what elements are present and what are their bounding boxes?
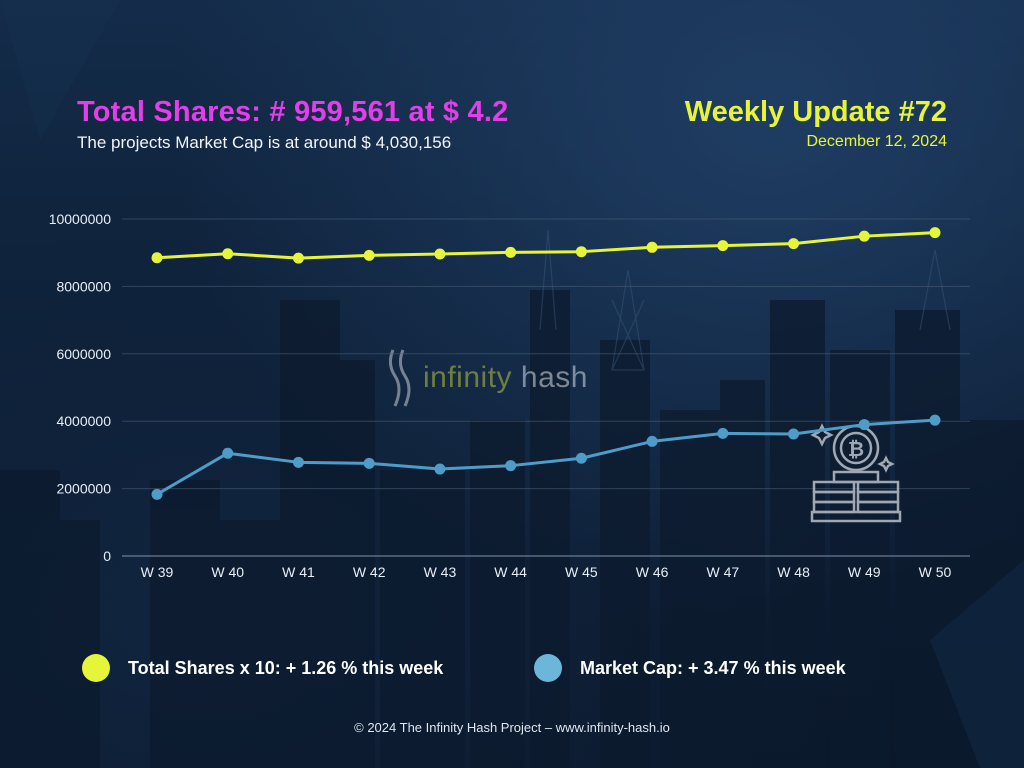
footer-copyright: © 2024 The Infinity Hash Project – www.i…	[354, 720, 670, 735]
legend-item-market-cap: Market Cap: + 3.47 % this week	[534, 654, 846, 682]
watermark-word-hash: hash	[512, 361, 588, 394]
data-point-market-cap	[222, 447, 234, 459]
data-point-market-cap	[858, 419, 870, 431]
legend-label-market-cap: Market Cap: + 3.47 % this week	[580, 657, 846, 678]
x-tick-label: W 42	[353, 564, 386, 580]
watermark-word-infinity: infinity	[423, 361, 513, 394]
data-point-shares	[151, 252, 163, 264]
data-point-market-cap	[646, 435, 658, 447]
y-tick-label: 6000000	[56, 346, 111, 362]
data-point-market-cap	[151, 488, 163, 500]
y-tick-label: 10000000	[49, 211, 112, 227]
data-point-market-cap	[788, 428, 800, 440]
legend-item-shares: Total Shares x 10: + 1.26 % this week	[82, 654, 443, 682]
data-point-shares	[858, 230, 870, 242]
x-tick-label: W 39	[141, 564, 174, 580]
data-point-shares	[788, 238, 800, 250]
x-tick-label: W 41	[282, 564, 315, 580]
data-point-market-cap	[929, 414, 941, 426]
data-point-market-cap	[505, 460, 517, 472]
data-point-shares	[292, 252, 304, 264]
data-point-market-cap	[717, 427, 729, 439]
data-point-shares	[646, 241, 658, 253]
x-tick-label: W 46	[636, 564, 669, 580]
data-point-shares	[363, 249, 375, 261]
page-title: Total Shares: # 959,561 at $ 4.2	[77, 96, 509, 128]
page-subtitle: The projects Market Cap is at around $ 4…	[77, 133, 452, 152]
x-tick-label: W 48	[777, 564, 810, 580]
bitcoin-coin-stack-icon: ₿	[810, 423, 902, 523]
data-point-market-cap	[363, 457, 375, 469]
x-tick-label: W 44	[494, 564, 527, 580]
data-point-market-cap	[434, 463, 446, 475]
data-point-market-cap	[575, 452, 587, 464]
watermark-logo: infinity hash	[385, 348, 588, 408]
legend-dot-market-cap	[534, 654, 562, 682]
svg-text:₿: ₿	[848, 437, 864, 461]
data-point-shares	[434, 248, 446, 260]
y-tick-label: 2000000	[56, 481, 111, 497]
x-tick-label: W 47	[706, 564, 739, 580]
y-tick-label: 4000000	[56, 413, 111, 429]
data-point-shares	[717, 240, 729, 252]
y-tick-label: 0	[103, 548, 111, 564]
legend-label-shares: Total Shares x 10: + 1.26 % this week	[128, 657, 444, 678]
x-tick-label: W 40	[211, 564, 244, 580]
data-point-shares	[575, 246, 587, 258]
y-tick-label: 8000000	[56, 278, 111, 294]
data-point-market-cap	[292, 456, 304, 468]
series-line-shares	[156, 231, 936, 260]
update-title: Weekly Update #72	[684, 96, 947, 128]
data-point-shares	[929, 227, 941, 239]
update-date: December 12, 2024	[806, 133, 947, 150]
x-tick-label: W 43	[424, 564, 457, 580]
infinity-hash-logo-icon	[388, 349, 411, 407]
data-point-shares	[222, 248, 234, 260]
data-point-shares	[505, 246, 517, 258]
x-tick-label: W 45	[565, 564, 598, 580]
legend-dot-shares	[82, 654, 110, 682]
x-tick-label: W 49	[848, 564, 881, 580]
x-tick-label: W 50	[919, 564, 952, 580]
series-line-market-cap	[156, 418, 936, 496]
